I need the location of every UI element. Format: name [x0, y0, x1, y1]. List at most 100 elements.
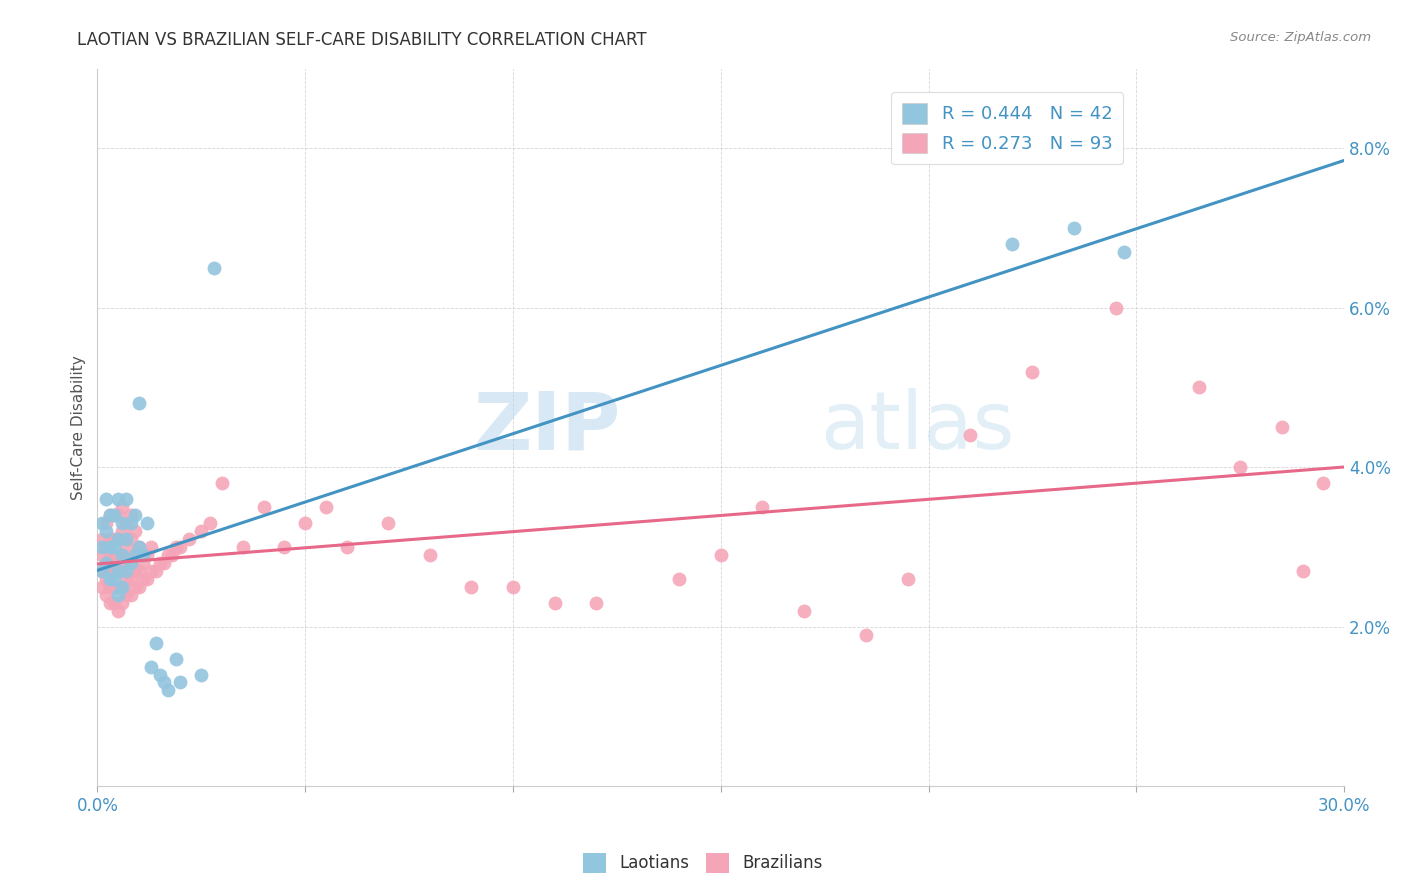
Point	[111, 548, 134, 562]
Point	[94, 516, 117, 530]
Point	[1112, 244, 1135, 259]
Point	[115, 588, 138, 602]
Point	[855, 627, 877, 641]
Legend: R = 0.444   N = 42, R = 0.273   N = 93: R = 0.444 N = 42, R = 0.273 N = 93	[891, 92, 1123, 164]
Point	[1312, 476, 1334, 491]
Point	[1063, 221, 1085, 235]
Point	[94, 556, 117, 570]
Point	[190, 524, 212, 538]
Point	[128, 580, 150, 594]
Point	[793, 604, 815, 618]
Point	[103, 540, 125, 554]
Point	[136, 548, 159, 562]
Point	[294, 516, 316, 530]
Point	[103, 572, 125, 586]
Point	[94, 572, 117, 586]
Point	[90, 564, 112, 578]
Point	[120, 532, 142, 546]
Legend: Laotians, Brazilians: Laotians, Brazilians	[576, 847, 830, 880]
Point	[90, 540, 112, 554]
Point	[124, 564, 146, 578]
Point	[1188, 380, 1211, 394]
Point	[149, 556, 172, 570]
Point	[107, 588, 129, 602]
Point	[336, 540, 359, 554]
Point	[94, 524, 117, 538]
Point	[124, 548, 146, 562]
Point	[103, 508, 125, 522]
Point	[502, 580, 524, 594]
Point	[897, 572, 920, 586]
Point	[124, 580, 146, 594]
Point	[98, 572, 121, 586]
Point	[128, 540, 150, 554]
Point	[111, 516, 134, 530]
Point	[103, 548, 125, 562]
Point	[124, 508, 146, 522]
Point	[132, 556, 155, 570]
Point	[120, 508, 142, 522]
Point	[103, 532, 125, 546]
Point	[668, 572, 690, 586]
Point	[202, 260, 225, 275]
Point	[98, 596, 121, 610]
Point	[156, 548, 179, 562]
Point	[120, 588, 142, 602]
Point	[103, 508, 125, 522]
Point	[959, 428, 981, 442]
Point	[136, 572, 159, 586]
Text: atlas: atlas	[821, 388, 1015, 467]
Point	[90, 564, 112, 578]
Point	[190, 667, 212, 681]
Point	[585, 596, 607, 610]
Point	[165, 651, 187, 665]
Point	[111, 596, 134, 610]
Point	[128, 540, 150, 554]
Point	[98, 548, 121, 562]
Point	[149, 667, 172, 681]
Point	[252, 500, 274, 514]
Point	[111, 580, 134, 594]
Point	[115, 540, 138, 554]
Point	[111, 500, 134, 514]
Point	[98, 508, 121, 522]
Point	[169, 675, 191, 690]
Point	[124, 524, 146, 538]
Point	[751, 500, 773, 514]
Point	[120, 516, 142, 530]
Point	[419, 548, 441, 562]
Point	[141, 659, 163, 673]
Point	[156, 683, 179, 698]
Point	[1021, 364, 1043, 378]
Point	[115, 516, 138, 530]
Point	[145, 635, 167, 649]
Point	[98, 540, 121, 554]
Point	[1229, 460, 1251, 475]
Point	[198, 516, 221, 530]
Point	[107, 564, 129, 578]
Point	[1271, 420, 1294, 434]
Point	[232, 540, 254, 554]
Point	[160, 548, 183, 562]
Point	[120, 572, 142, 586]
Point	[111, 564, 134, 578]
Point	[90, 516, 112, 530]
Point	[120, 556, 142, 570]
Text: Source: ZipAtlas.com: Source: ZipAtlas.com	[1230, 31, 1371, 45]
Point	[107, 580, 129, 594]
Point	[115, 532, 138, 546]
Point	[111, 524, 134, 538]
Point	[1291, 564, 1313, 578]
Point	[115, 572, 138, 586]
Point	[1104, 301, 1126, 315]
Point	[377, 516, 399, 530]
Point	[115, 492, 138, 507]
Y-axis label: Self-Care Disability: Self-Care Disability	[72, 355, 86, 500]
Point	[153, 556, 176, 570]
Point	[177, 532, 200, 546]
Point	[115, 556, 138, 570]
Point	[141, 564, 163, 578]
Point	[107, 508, 129, 522]
Text: LAOTIAN VS BRAZILIAN SELF-CARE DISABILITY CORRELATION CHART: LAOTIAN VS BRAZILIAN SELF-CARE DISABILIT…	[77, 31, 647, 49]
Point	[211, 476, 233, 491]
